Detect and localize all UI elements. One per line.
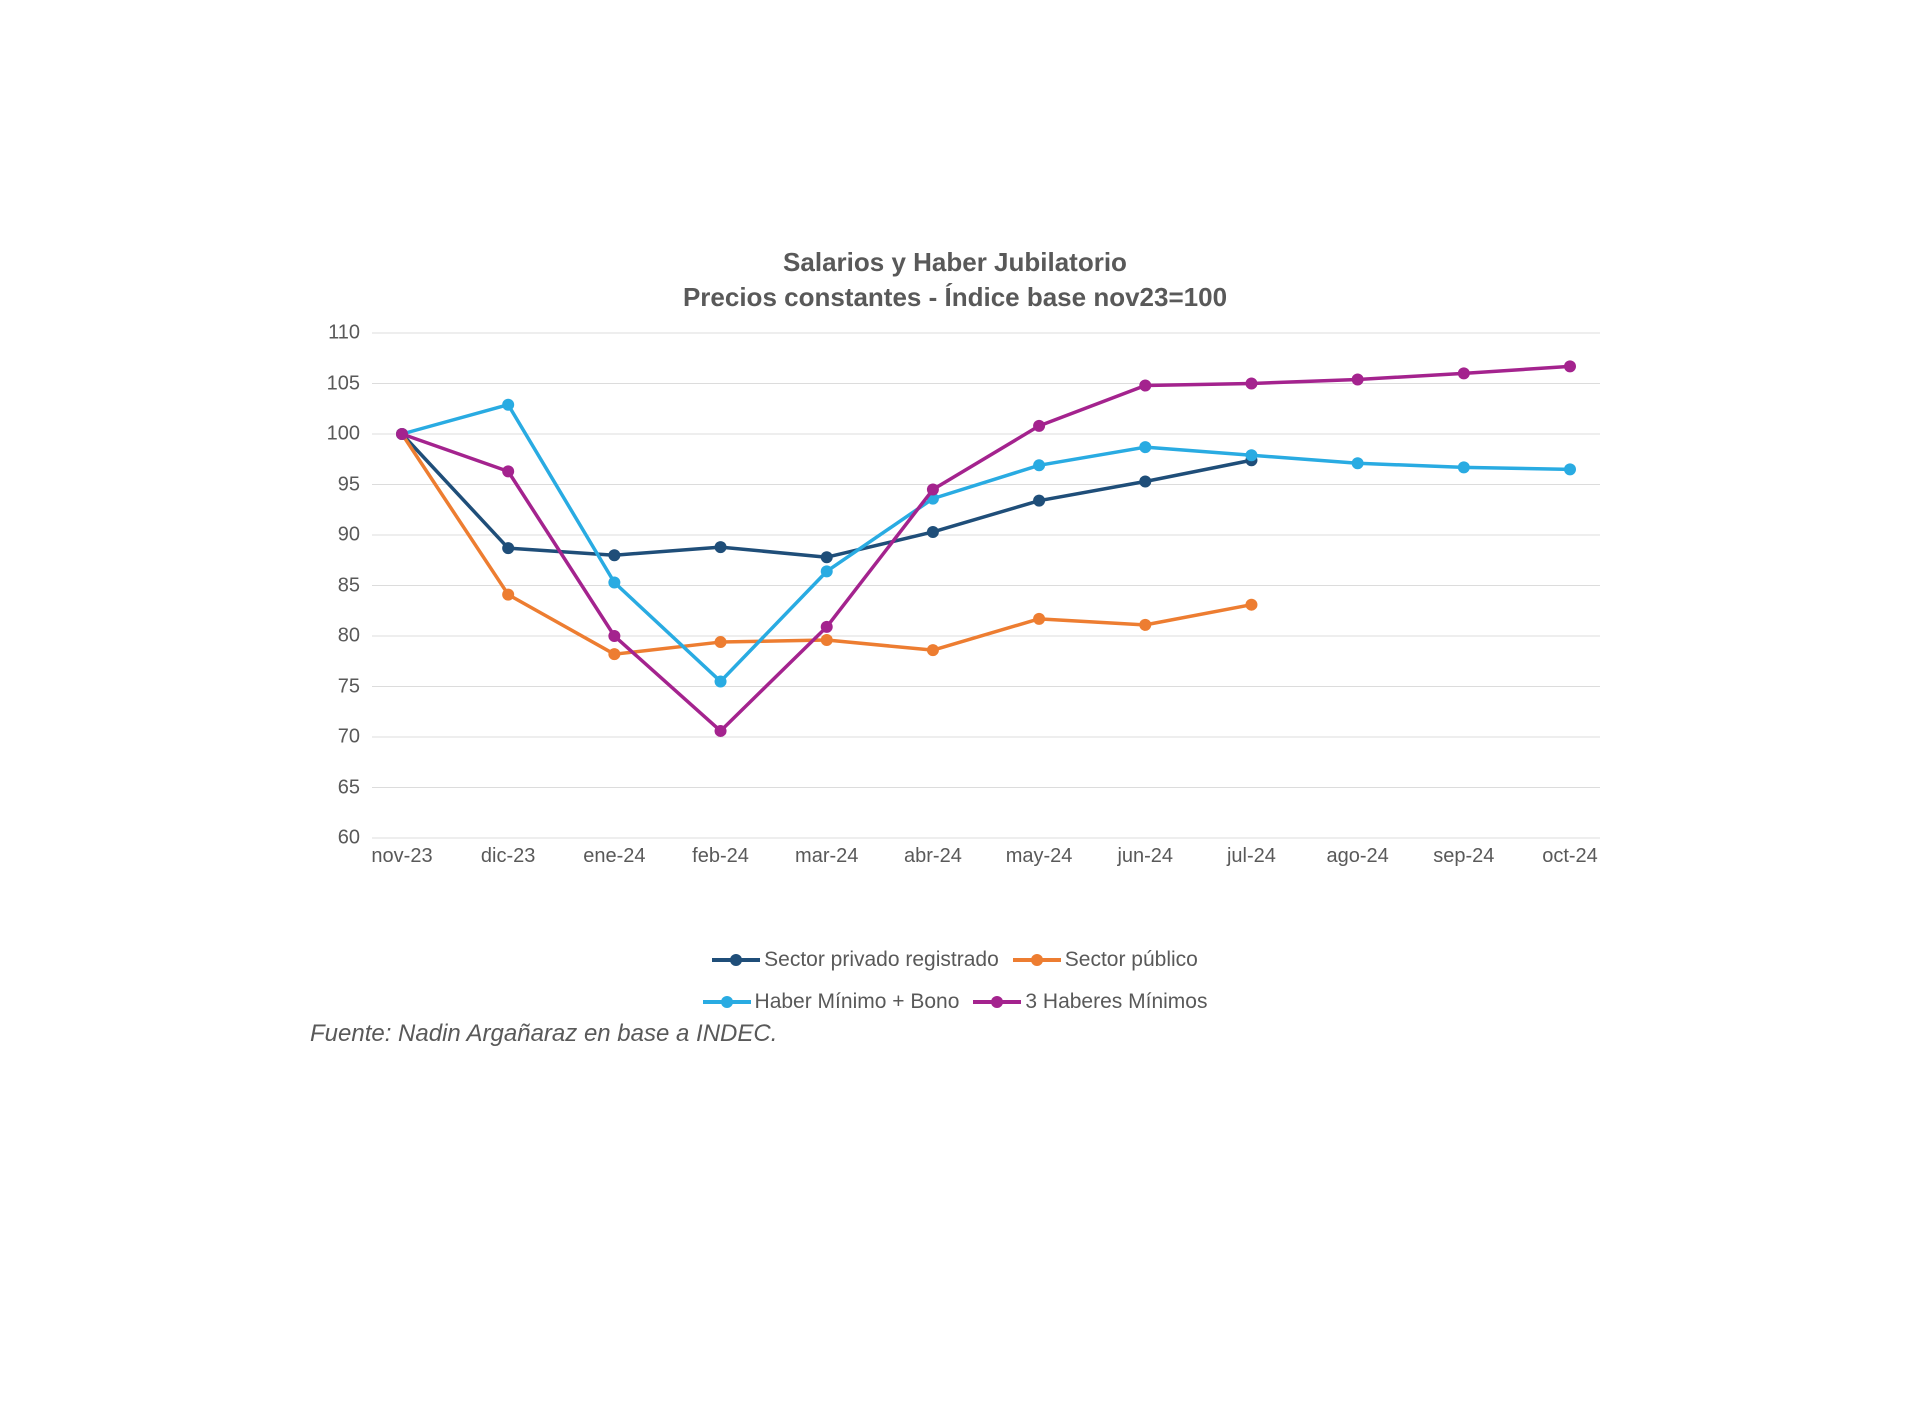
legend: Sector privado registrado Sector público H… — [310, 948, 1600, 1014]
legend-dot-icon — [1031, 954, 1043, 966]
chart-container: Salarios y Haber Jubilatorio Precios con… — [310, 245, 1600, 1014]
series-marker-tres_haberes — [1352, 374, 1364, 386]
x-tick-label: sep-24 — [1433, 845, 1494, 868]
series-marker-privado — [821, 551, 833, 563]
x-tick-label: feb-24 — [692, 845, 749, 868]
x-tick-label: may-24 — [1006, 845, 1073, 868]
y-tick-label: 110 — [328, 322, 360, 345]
series-marker-haber_bono — [1245, 449, 1257, 461]
x-tick-label: ene-24 — [583, 845, 645, 868]
legend-dot-icon — [991, 996, 1003, 1008]
series-marker-publico — [608, 648, 620, 660]
legend-item-haber_bono: Haber Mínimo + Bono — [703, 990, 960, 1014]
x-tick-label: dic-23 — [481, 845, 535, 868]
x-tick-label: oct-24 — [1542, 845, 1598, 868]
plot-wrap: 6065707580859095100105110 nov-23dic-23en… — [310, 333, 1600, 888]
x-tick-label: nov-23 — [371, 845, 432, 868]
series-marker-tres_haberes — [715, 725, 727, 737]
series-marker-haber_bono — [608, 577, 620, 589]
series-marker-haber_bono — [1352, 457, 1364, 469]
series-marker-privado — [502, 542, 514, 554]
series-marker-publico — [1033, 613, 1045, 625]
legend-swatch — [703, 994, 751, 1010]
series-marker-publico — [1139, 619, 1151, 631]
y-tick-label: 100 — [327, 423, 360, 446]
series-marker-publico — [821, 634, 833, 646]
series-marker-haber_bono — [502, 399, 514, 411]
y-tick-label: 90 — [338, 524, 360, 547]
legend-item-privado: Sector privado registrado — [712, 948, 999, 972]
legend-label: Sector público — [1065, 948, 1198, 972]
series-marker-publico — [715, 636, 727, 648]
series-marker-privado — [1033, 495, 1045, 507]
series-marker-tres_haberes — [1033, 420, 1045, 432]
series-marker-haber_bono — [1564, 464, 1576, 476]
legend-label: 3 Haberes Mínimos — [1025, 990, 1207, 1014]
y-axis: 6065707580859095100105110 — [310, 333, 370, 888]
legend-dot-icon — [721, 996, 733, 1008]
legend-swatch — [1013, 952, 1061, 968]
series-marker-tres_haberes — [502, 466, 514, 478]
plot-svg — [372, 333, 1600, 838]
x-tick-label: mar-24 — [795, 845, 858, 868]
x-tick-label: jul-24 — [1227, 845, 1276, 868]
series-marker-tres_haberes — [396, 428, 408, 440]
series-marker-privado — [1139, 476, 1151, 488]
legend-swatch — [712, 952, 760, 968]
y-tick-label: 95 — [338, 473, 360, 496]
series-marker-tres_haberes — [1245, 378, 1257, 390]
series-marker-privado — [715, 541, 727, 553]
y-tick-label: 65 — [338, 776, 360, 799]
plot-area — [372, 333, 1600, 838]
y-tick-label: 75 — [338, 675, 360, 698]
legend-swatch — [973, 994, 1021, 1010]
legend-row: Haber Mínimo + Bono 3 Haberes Mínimos — [703, 990, 1208, 1014]
series-marker-haber_bono — [821, 566, 833, 578]
series-marker-haber_bono — [715, 676, 727, 688]
x-tick-label: jun-24 — [1117, 845, 1173, 868]
legend-row: Sector privado registrado Sector público — [712, 948, 1198, 972]
series-marker-publico — [502, 589, 514, 601]
series-marker-tres_haberes — [821, 621, 833, 633]
series-marker-haber_bono — [1139, 441, 1151, 453]
series-marker-haber_bono — [1458, 462, 1470, 474]
series-line-tres_haberes — [402, 367, 1570, 732]
legend-item-publico: Sector público — [1013, 948, 1198, 972]
y-tick-label: 70 — [338, 726, 360, 749]
source-note: Fuente: Nadin Argañaraz en base a INDEC. — [310, 1020, 777, 1048]
legend-label: Haber Mínimo + Bono — [755, 990, 960, 1014]
chart-title-line1: Salarios y Haber Jubilatorio — [310, 245, 1600, 280]
series-marker-haber_bono — [1033, 459, 1045, 471]
legend-dot-icon — [730, 954, 742, 966]
series-marker-privado — [608, 549, 620, 561]
series-marker-publico — [1245, 599, 1257, 611]
series-marker-tres_haberes — [1458, 368, 1470, 380]
x-tick-label: abr-24 — [904, 845, 962, 868]
series-marker-publico — [927, 644, 939, 656]
series-marker-tres_haberes — [927, 484, 939, 496]
series-marker-tres_haberes — [1564, 361, 1576, 373]
series-marker-tres_haberes — [608, 630, 620, 642]
series-line-haber_bono — [402, 405, 1570, 682]
y-tick-label: 85 — [338, 574, 360, 597]
series-marker-privado — [927, 526, 939, 538]
y-tick-label: 80 — [338, 625, 360, 648]
chart-title: Salarios y Haber Jubilatorio Precios con… — [310, 245, 1600, 315]
series-marker-tres_haberes — [1139, 380, 1151, 392]
x-tick-label: ago-24 — [1326, 845, 1388, 868]
chart-title-line2: Precios constantes - Índice base nov23=1… — [310, 280, 1600, 315]
legend-label: Sector privado registrado — [764, 948, 999, 972]
y-tick-label: 105 — [327, 372, 360, 395]
legend-item-tres_haberes: 3 Haberes Mínimos — [973, 990, 1207, 1014]
y-tick-label: 60 — [338, 827, 360, 850]
x-axis: nov-23 dic-23 ene-24 feb-24 mar-24 abr-24 may-… — [372, 845, 1600, 885]
